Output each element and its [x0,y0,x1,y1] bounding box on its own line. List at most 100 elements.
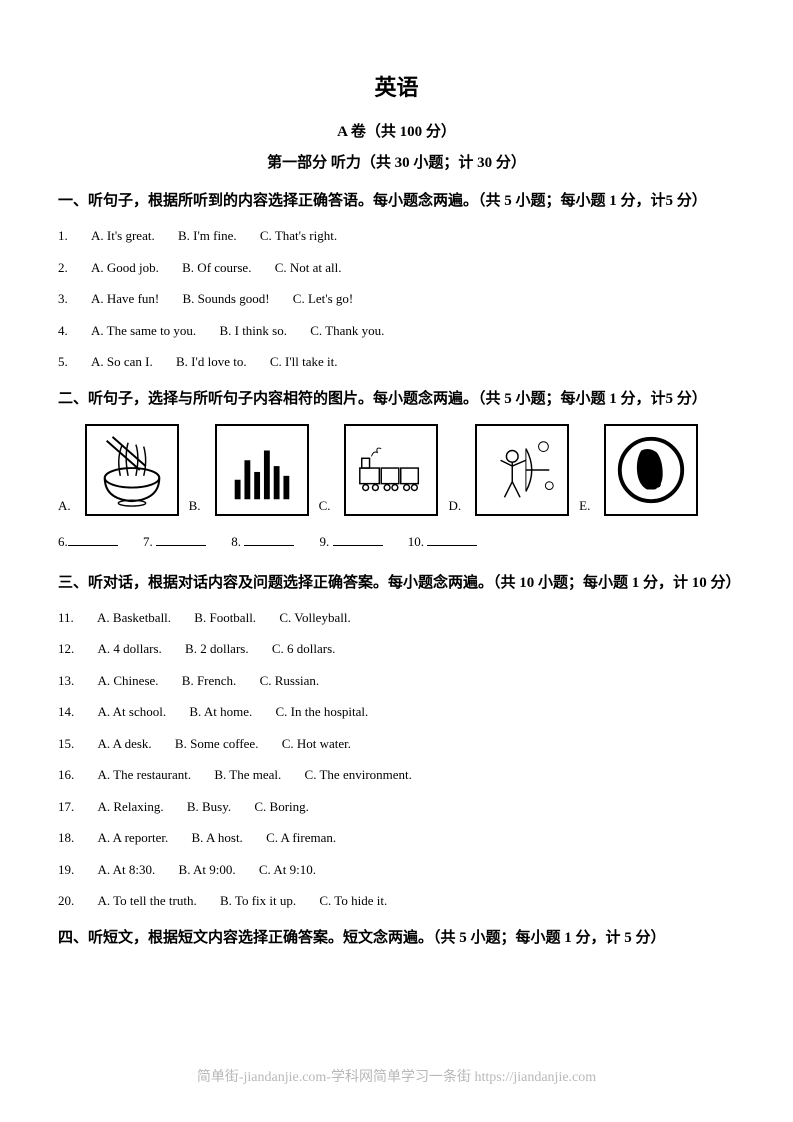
question-16: 16. A. The restaurant. B. The meal. C. T… [58,765,735,785]
q3-b: B. Sounds good! [182,289,269,309]
q15-num: 15. [58,734,74,754]
section1-heading: 一、听句子，根据所听到的内容选择正确答语。每小题念两遍。（共 5 小题；每小题 … [58,186,735,216]
q17-b: B. Busy. [187,797,231,817]
question-15: 15. A. A desk. B. Some coffee. C. Hot wa… [58,734,735,754]
q12-a: A. 4 dollars. [98,639,162,659]
q13-b: B. French. [182,671,237,691]
question-11: 11. A. Basketball. B. Football. C. Volle… [58,608,735,628]
q14-num: 14. [58,702,74,722]
part-heading: 第一部分 听力（共 30 小题；计 30 分） [58,151,735,172]
picture-c [344,424,438,516]
question-5: 5. A. So can I. B. I'd love to. C. I'll … [58,352,735,372]
picture-a [85,424,179,516]
q18-num: 18. [58,828,74,848]
section3-heading: 三、听对话，根据对话内容及问题选择正确答案。每小题念两遍。（共 10 小题；每小… [58,568,735,598]
q15-b: B. Some coffee. [175,734,259,754]
q5-a: A. So can I. [91,352,153,372]
question-2: 2. A. Good job. B. Of course. C. Not at … [58,258,735,278]
footer-watermark: 简单街-jiandanjie.com-学科网简单学习一条街 https://ji… [0,1066,793,1086]
blank-8[interactable] [244,534,294,546]
page-title: 英语 [58,70,735,102]
q17-c: C. Boring. [254,797,309,817]
q20-num: 20. [58,891,74,911]
q4-b: B. I think so. [219,321,287,341]
q2-num: 2. [58,258,68,278]
q18-c: C. A fireman. [266,828,336,848]
bowl-noodles-icon [92,431,172,509]
bar-chart-icon [222,431,302,509]
q12-num: 12. [58,639,74,659]
q5-c: C. I'll take it. [270,352,338,372]
blank-7[interactable] [156,534,206,546]
q14-c: C. In the hospital. [275,702,368,722]
pic-label-a: A. [58,498,75,514]
q3-a: A. Have fun! [91,289,159,309]
q15-a: A. A desk. [98,734,152,754]
q12-c: C. 6 dollars. [272,639,336,659]
picture-row: A. B. C. [58,424,735,516]
q12-b: B. 2 dollars. [185,639,249,659]
pic-label-d: D. [448,498,465,514]
picture-d [475,424,569,516]
question-14: 14. A. At school. B. At home. C. In the … [58,702,735,722]
section2-heading: 二、听句子，选择与所听句子内容相符的图片。每小题念两遍。（共 5 小题；每小题 … [58,384,735,414]
q19-c: C. At 9:10. [259,860,316,880]
q11-b: B. Football. [194,608,256,628]
q20-b: B. To fix it up. [220,891,296,911]
question-19: 19. A. At 8:30. B. At 9:00. C. At 9:10. [58,860,735,880]
question-17: 17. A. Relaxing. B. Busy. C. Boring. [58,797,735,817]
question-12: 12. A. 4 dollars. B. 2 dollars. C. 6 dol… [58,639,735,659]
q1-c: C. That's right. [260,226,337,246]
q1-b: B. I'm fine. [178,226,237,246]
q2-a: A. Good job. [91,258,159,278]
q19-a: A. At 8:30. [98,860,156,880]
q13-a: A. Chinese. [98,671,159,691]
q2-b: B. Of course. [182,258,251,278]
blank-9-label: 9. [320,534,330,549]
section4-heading: 四、听短文，根据短文内容选择正确答案。短文念两遍。（共 5 小题；每小题 1 分… [58,923,735,953]
q5-num: 5. [58,352,68,372]
q1-num: 1. [58,226,68,246]
blank-9[interactable] [333,534,383,546]
question-3: 3. A. Have fun! B. Sounds good! C. Let's… [58,289,735,309]
q19-num: 19. [58,860,74,880]
blank-10[interactable] [427,534,477,546]
picture-e [604,424,698,516]
blank-6[interactable] [68,534,118,546]
q16-num: 16. [58,765,74,785]
blank-answers-row: 6. 7. 8. 9. 10. [58,534,735,550]
q15-c: C. Hot water. [282,734,351,754]
q16-c: C. The environment. [305,765,412,785]
q14-b: B. At home. [189,702,252,722]
q2-c: C. Not at all. [275,258,342,278]
paper-subtitle: A 卷（共 100 分） [58,120,735,141]
q17-a: A. Relaxing. [98,797,164,817]
pic-label-e: E. [579,498,594,514]
pic-label-b: B. [189,498,205,514]
q19-b: B. At 9:00. [179,860,236,880]
quiet-silhouette-icon [611,431,691,509]
q3-num: 3. [58,289,68,309]
q4-num: 4. [58,321,68,341]
question-4: 4. A. The same to you. B. I think so. C.… [58,321,735,341]
question-1: 1. A. It's great. B. I'm fine. C. That's… [58,226,735,246]
q13-num: 13. [58,671,74,691]
question-20: 20. A. To tell the truth. B. To fix it u… [58,891,735,911]
q16-a: A. The restaurant. [98,765,192,785]
q20-a: A. To tell the truth. [98,891,197,911]
q14-a: A. At school. [98,702,167,722]
q13-c: C. Russian. [260,671,320,691]
blank-7-label: 7. [143,534,153,549]
question-18: 18. A. A reporter. B. A host. C. A firem… [58,828,735,848]
archer-icon [482,431,562,509]
q11-a: A. Basketball. [97,608,171,628]
blank-6-label: 6. [58,534,68,549]
q4-a: A. The same to you. [91,321,196,341]
q16-b: B. The meal. [214,765,281,785]
q4-c: C. Thank you. [310,321,384,341]
picture-b [215,424,309,516]
q1-a: A. It's great. [91,226,155,246]
q3-c: C. Let's go! [293,289,353,309]
pic-label-c: C. [319,498,335,514]
train-icon [351,431,431,509]
